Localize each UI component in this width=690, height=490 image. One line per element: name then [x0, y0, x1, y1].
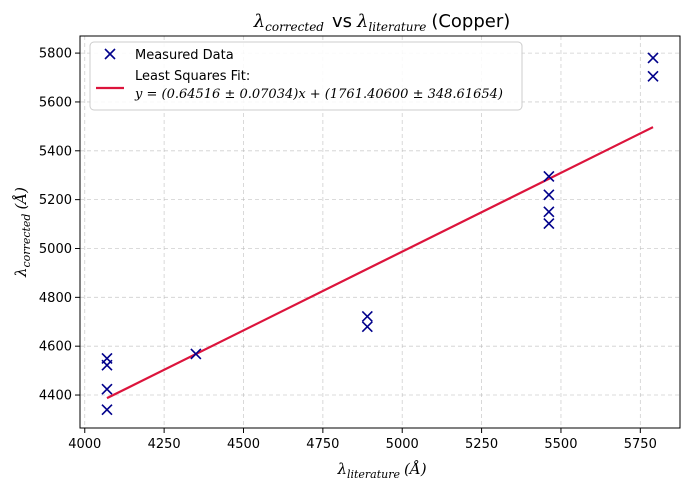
title-rhs-symbol: λ: [356, 11, 368, 32]
y-tick-label: 4800: [39, 291, 72, 306]
data-point: [361, 310, 373, 322]
data-point: [543, 218, 555, 230]
legend-label-measured: Measured Data: [135, 48, 234, 63]
chart-title: λcorrected vs λliterature (Copper): [253, 11, 511, 34]
x-axis-ticks: 4000 4250 4500 4750 5000 5250 5500 5750: [68, 428, 657, 452]
x-tick-label: 4250: [148, 437, 181, 452]
x-tick-label: 5000: [386, 437, 419, 452]
y-tick-label: 4400: [39, 389, 72, 404]
x-tick-label: 5250: [465, 437, 498, 452]
y-axis-label: λcorrected (Å): [12, 187, 33, 278]
fit-line: [106, 126, 654, 400]
y-axis-label-symbol: λ: [12, 267, 30, 278]
legend: Measured Data Least Squares Fit: y = (0.…: [89, 41, 523, 111]
legend-marker-measured: [104, 48, 116, 60]
data-point: [543, 206, 555, 218]
title-lhs-symbol: λ: [253, 11, 265, 32]
plot-area-frame: [79, 35, 681, 429]
y-tick-label: 5600: [39, 95, 72, 110]
x-axis-label-sub: literature: [347, 468, 401, 481]
x-axis-label: λliterature (Å): [336, 460, 426, 481]
x-axis-label-symbol: λ: [336, 460, 347, 478]
title-lhs-sub: corrected: [265, 20, 324, 34]
legend-label-fit: Least Squares Fit:: [135, 69, 250, 84]
y-axis-label-unit: (Å): [12, 187, 30, 210]
title-vs: vs: [332, 11, 352, 32]
data-point: [543, 170, 555, 183]
x-axis-label-unit: (Å): [404, 460, 427, 478]
y-axis-ticks: 4400 4600 4800 5000 5200 5400 5600 5800: [39, 47, 80, 404]
x-tick-label: 4500: [227, 437, 260, 452]
data-point: [361, 321, 373, 333]
y-tick-label: 5000: [39, 242, 72, 257]
title-suffix: (Copper): [431, 11, 510, 32]
data-point: [101, 404, 113, 416]
y-tick-label: 5200: [39, 193, 72, 208]
data-point: [543, 189, 555, 201]
y-axis-label-sub: corrected: [20, 214, 33, 268]
y-tick-label: 4600: [39, 340, 72, 355]
x-tick-label: 5500: [544, 437, 577, 452]
data-point: [190, 348, 202, 360]
legend-fit-equation: y = (0.64516 ± 0.07034)x + (1761.40600 ±…: [134, 87, 503, 102]
legend-box: [89, 41, 523, 111]
data-point: [647, 70, 659, 82]
fit-line-layer: [106, 126, 654, 400]
y-tick-label: 5800: [39, 47, 72, 62]
data-point: [101, 359, 113, 371]
x-tick-label: 4750: [306, 437, 339, 452]
data-points-layer: [101, 52, 659, 416]
y-tick-label: 5400: [39, 144, 72, 159]
x-tick-label: 4000: [68, 437, 101, 452]
data-point: [647, 52, 659, 64]
title-rhs-sub: literature: [368, 20, 426, 34]
x-tick-label: 5750: [624, 437, 657, 452]
data-point: [101, 383, 113, 395]
